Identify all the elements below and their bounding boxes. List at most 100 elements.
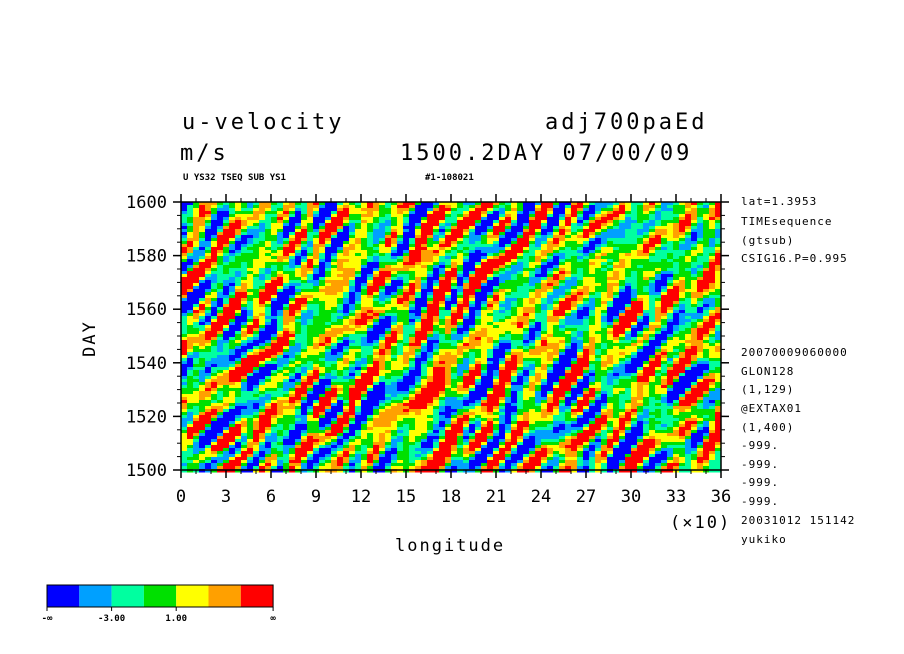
heat-cell <box>709 355 716 359</box>
heat-cell <box>643 286 650 290</box>
heat-cell <box>673 343 680 347</box>
heat-cell <box>607 250 614 254</box>
heat-cell <box>415 343 422 347</box>
heat-cell <box>499 241 506 245</box>
heat-cell <box>295 217 302 221</box>
heat-cell <box>553 223 560 227</box>
heat-cell <box>631 301 638 305</box>
heat-cell <box>187 337 194 341</box>
heat-cell <box>493 334 500 338</box>
heat-cell <box>457 331 464 335</box>
heat-cell <box>277 358 284 362</box>
heat-cell <box>595 226 602 230</box>
heat-cell <box>463 247 470 251</box>
heat-cell <box>505 340 512 344</box>
heat-cell <box>355 313 362 317</box>
heat-cell <box>463 280 470 284</box>
heat-cell <box>619 217 626 221</box>
heat-cell <box>367 286 374 290</box>
heat-cell <box>613 256 620 260</box>
heat-cell <box>661 223 668 227</box>
heat-cell <box>259 280 266 284</box>
heat-cell <box>415 274 422 278</box>
heat-cell <box>481 205 488 209</box>
heat-cell <box>259 340 266 344</box>
heat-cell <box>667 316 674 320</box>
heat-cell <box>403 238 410 242</box>
heat-cell <box>541 319 548 323</box>
heat-cell <box>541 211 548 215</box>
heat-cell <box>583 301 590 305</box>
heat-cell <box>295 352 302 356</box>
heat-cell <box>199 280 206 284</box>
heat-cell <box>259 319 266 323</box>
dataset-info: U YS32 TSEQ SUB YS1 <box>183 173 286 183</box>
heat-cell <box>631 346 638 350</box>
heat-cell <box>475 325 482 329</box>
heat-cell <box>205 220 212 224</box>
heat-cell <box>547 337 554 341</box>
heat-cell <box>649 274 656 278</box>
heat-cell <box>661 295 668 299</box>
heat-cell <box>715 325 722 329</box>
heat-cell <box>493 280 500 284</box>
heat-cell <box>697 220 704 224</box>
heat-cell <box>487 229 494 233</box>
heat-cell <box>295 298 302 302</box>
heat-cell <box>505 352 512 356</box>
heat-cell <box>283 349 290 353</box>
heat-cell <box>457 211 464 215</box>
heat-cell <box>187 304 194 308</box>
heat-cell <box>187 232 194 236</box>
heat-cell <box>469 283 476 287</box>
heat-cell <box>547 229 554 233</box>
heat-cell <box>703 322 710 326</box>
heat-cell <box>535 223 542 227</box>
heat-cell <box>589 205 596 209</box>
heat-cell <box>445 334 452 338</box>
heat-cell <box>391 268 398 272</box>
heat-cell <box>613 253 620 257</box>
heat-cell <box>277 235 284 239</box>
heat-cell <box>619 295 626 299</box>
heat-cell <box>217 325 224 329</box>
heat-cell <box>223 319 230 323</box>
heat-cell <box>325 268 332 272</box>
heat-cell <box>421 208 428 212</box>
heat-cell <box>427 295 434 299</box>
heat-cell <box>277 280 284 284</box>
heat-cell <box>643 241 650 245</box>
heat-cell <box>337 211 344 215</box>
heat-cell <box>343 205 350 209</box>
heat-cell <box>595 202 602 206</box>
heat-cell <box>265 232 272 236</box>
heat-cell <box>355 298 362 302</box>
heat-cell <box>325 340 332 344</box>
heat-cell <box>631 289 638 293</box>
heat-cell <box>481 313 488 317</box>
heat-cell <box>541 307 548 311</box>
heat-cell <box>577 304 584 308</box>
heat-cell <box>679 262 686 266</box>
heat-cell <box>295 343 302 347</box>
heat-cell <box>535 265 542 269</box>
heat-cell <box>295 235 302 239</box>
heat-cell <box>547 349 554 353</box>
heat-cell <box>679 232 686 236</box>
heat-cell <box>691 352 698 356</box>
heat-cell <box>253 286 260 290</box>
heat-cell <box>559 283 566 287</box>
heat-cell <box>523 280 530 284</box>
heat-cell <box>397 292 404 296</box>
heat-cell <box>571 310 578 314</box>
heat-cell <box>661 220 668 224</box>
heat-cell <box>655 316 662 320</box>
heat-cell <box>403 340 410 344</box>
heat-cell <box>283 361 290 365</box>
heat-cell <box>205 271 212 275</box>
heat-cell <box>415 307 422 311</box>
heat-cell <box>583 214 590 218</box>
heat-cell <box>217 307 224 311</box>
heat-cell <box>535 211 542 215</box>
heat-cell <box>415 316 422 320</box>
